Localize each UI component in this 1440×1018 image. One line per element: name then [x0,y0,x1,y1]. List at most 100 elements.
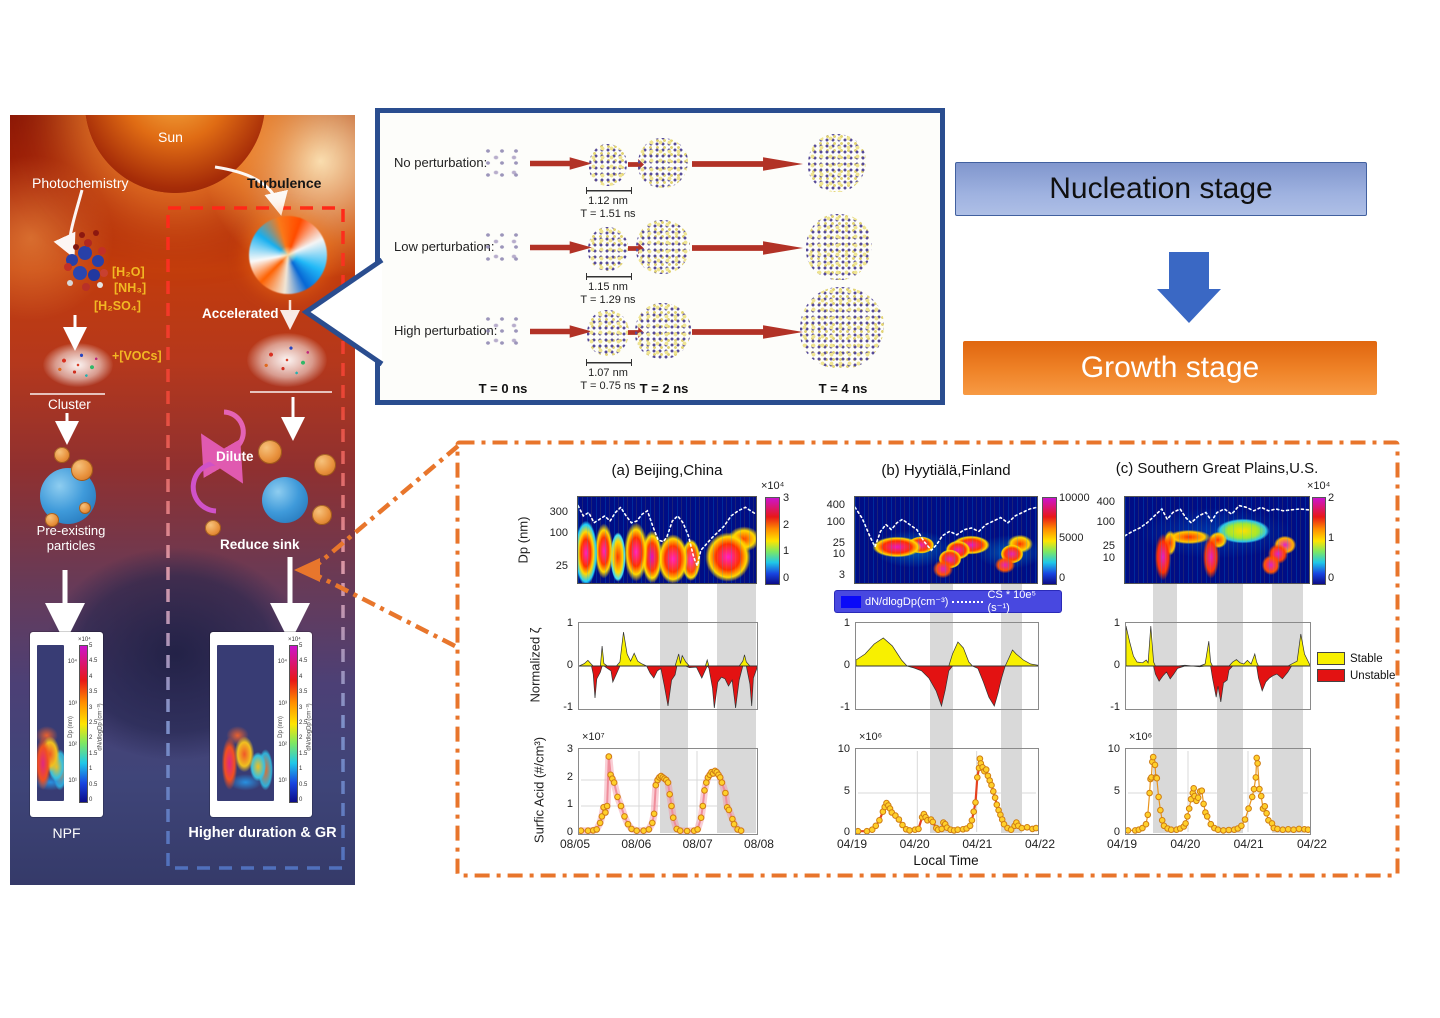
cs-line-a [578,497,756,583]
inset-cb-tick: 0.5 [89,781,98,788]
time-arrow [530,157,592,170]
shaded-band-layer-a [578,583,756,833]
inset-cb-label: dN/dlogDp (cm⁻³) [306,703,313,751]
zeta-chart-b [855,623,1039,709]
inset-cb-tick: 2.5 [299,719,308,726]
stable-legend-row: Stable [1317,652,1395,665]
colorbar-ticks-a: 3 2 1 0 [783,492,789,584]
inset-cb-tick: 4 [299,673,303,680]
cluster-glow-left [43,343,113,387]
acid-plot-a [577,748,758,835]
dp-tick: 100 [826,515,845,528]
grown-particle [262,477,308,523]
inset-cb-tick: 2 [299,735,303,742]
dilute-label: Dilute [216,449,254,464]
inset-dp-tick: 10¹ [68,777,77,784]
zeta-plot-b [855,622,1039,710]
inset-dp-tick: 10⁴ [277,659,287,666]
acid-chart-a [577,749,757,835]
turbulence-arrow [214,165,288,216]
grown-cluster [800,287,884,369]
date-tick: 04/19 [837,837,868,851]
acid-ticks-c: 10 5 0 [1100,743,1120,838]
photochemistry-arrow [53,189,84,259]
shaded-band [1152,583,1177,833]
dilute-arc-bottom [190,439,244,514]
dn-color-swatch [841,595,861,608]
time-arrow [628,159,644,170]
shaded-band [929,583,954,833]
dp-tick: 10 [832,547,845,560]
acid-ticks-a: 3 2 1 0 [553,743,573,838]
acid-tick: 5 [1113,784,1120,797]
date-tick: 08/08 [743,837,774,851]
acid-exp-b: ×10⁶ [859,731,883,743]
inset-cb-label: dN/dlogDp (cm⁻³) [97,703,104,751]
colorbar-b [1042,497,1057,585]
cs-line-c [1125,497,1309,583]
stable-swatch [1317,652,1345,665]
timeline-t4: T = 4 ns [818,381,868,396]
growing-cluster [635,303,691,359]
acid-exp-a: ×10⁷ [582,731,605,743]
stability-legend: Stable Unstable [1317,652,1395,686]
higher-duration-label: Higher duration & GR [188,825,337,841]
dilute-arc-top [200,409,246,478]
time-arrow [692,241,803,255]
colorbar-c [1312,497,1326,585]
sim-row-low-perturbation: Low perturbation: 1.15 nm T = 1.29 ns [380,205,940,306]
inset-dp-tick: 10² [278,741,287,748]
acid-exp-c: ×10⁶ [1129,731,1153,743]
acid-tick: 2 [566,770,573,783]
acid-tick: 5 [843,784,850,797]
spectrogram-c [1125,497,1309,583]
dp-tick: 400 [826,498,845,511]
monomer-scatter [481,145,525,183]
row-label: No perturbation: [394,155,488,170]
small-particle [79,502,91,514]
shaded-band [1000,583,1023,833]
small-particle [205,520,221,536]
stage-transition-arrow [1157,252,1221,323]
unstable-swatch [1317,669,1345,682]
turbulence-label: Turbulence [247,175,322,191]
size-bracket [586,273,632,280]
nucleated-cluster [588,227,628,271]
vocs-label: +[VOCs] [112,349,162,363]
inset-cb-tick: 0 [299,796,303,803]
zeta-tick: -1 [563,701,573,713]
colorbar-exp-c: ×10⁴ [1307,480,1331,492]
nucleation-stage-box: Nucleation stage [955,162,1367,216]
growing-cluster [638,138,688,188]
small-particle [258,440,282,464]
acid-plot-b [854,748,1040,835]
acid-tick: 0 [1113,826,1120,838]
dp-tick: 25 [832,536,845,549]
shaded-band [1272,583,1304,833]
zeta-tick: -1 [1110,701,1120,713]
spectrogram-legend: dN/dlogDp(cm⁻³) CS * 10e⁵ (s⁻¹) [835,589,1061,614]
mini-spectrogram [37,645,64,801]
zeta-tick: 1 [1113,617,1120,629]
acid-tick: 0 [843,826,850,838]
inset-cb-tick: 1 [299,766,303,773]
arrow-shaft [1169,252,1209,289]
atmosphere-illustration: Sun Photochemistry Turbulence [H₂O] [NH₃… [10,115,355,885]
inset-colorbar-exp: ×10⁴ [78,637,91,643]
zeta-ticks-a: 1 0 -1 [553,617,573,713]
colorbar-tick: 1 [1328,532,1335,544]
acid-chart-b [854,749,1040,835]
date-tick: 04/21 [962,837,993,851]
date-tick: 04/21 [1233,837,1264,851]
cluster-size: 1.07 nm [588,367,628,379]
inset-colorbar-exp: ×10⁴ [288,637,301,643]
colorbar-tick: 2 [1328,492,1335,504]
acid-plot-c [1124,748,1312,835]
dp-tick: 10 [1102,552,1115,565]
inset-cb-tick: 2 [89,735,93,742]
inset-cb-ticks: 5 4.5 4 3.5 3 2.5 2 1.5 1 0.5 0 [299,643,311,803]
row-label: High perturbation: [394,323,498,338]
cs-legend-label: CS * 10e⁵ (s⁻¹) [987,589,1037,614]
preexisting-label: Pre-existing particles [16,523,126,553]
dp-ticks-b: 400 100 25 10 3 [819,497,851,583]
